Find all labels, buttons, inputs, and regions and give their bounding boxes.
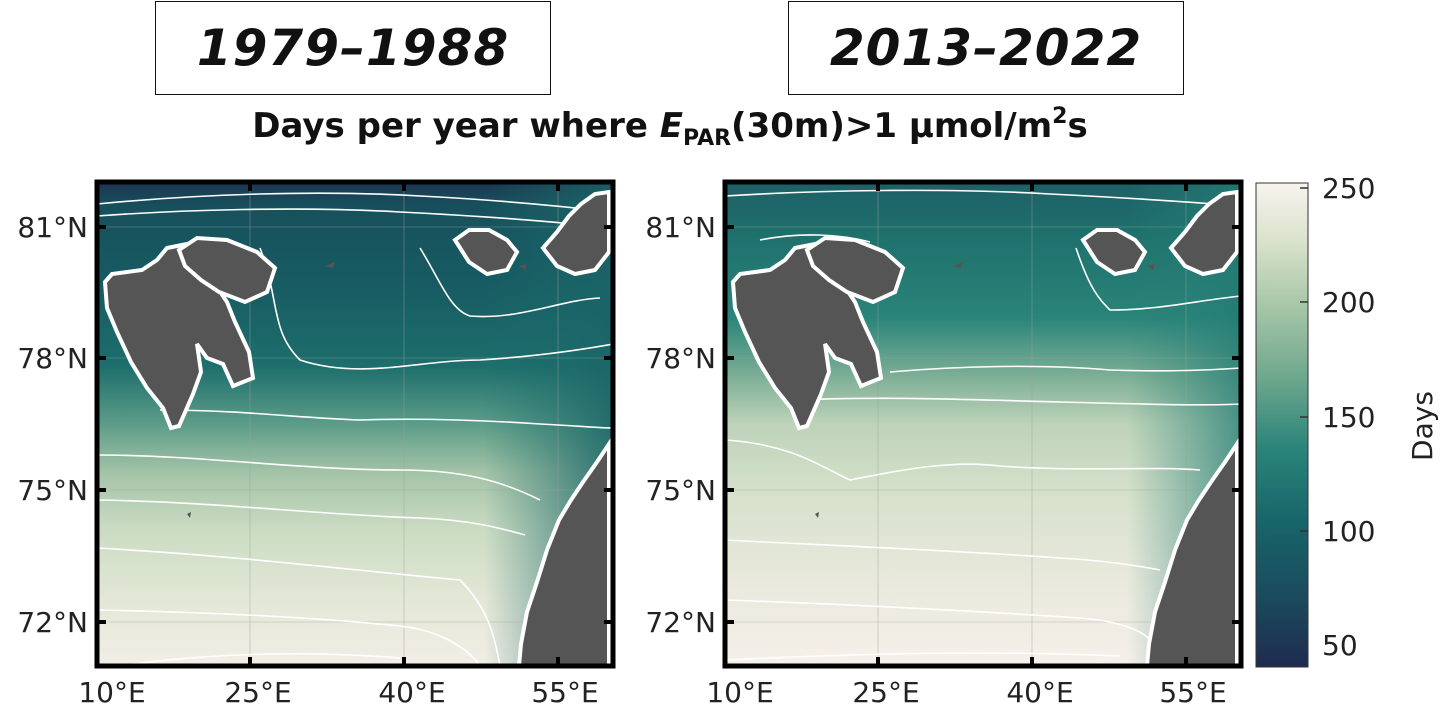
colorbar-title: Days — [1406, 391, 1439, 461]
period-box-left: 1979–1988 — [155, 1, 551, 95]
lon-label: 10°E — [78, 676, 145, 709]
lon-label: 55°E — [531, 676, 598, 709]
contours-left — [97, 192, 613, 666]
lon-labels-left: 10°E 25°E 40°E 55°E — [78, 676, 598, 709]
period-label-right: 2013–2022 — [829, 19, 1143, 77]
lon-label: 40°E — [1006, 676, 1073, 709]
title-superscript: 2 — [1052, 104, 1068, 129]
colorbar-tick: 100 — [1322, 515, 1375, 548]
lat-label: 81°N — [17, 211, 88, 244]
period-box-right: 2013–2022 — [788, 1, 1184, 95]
lat-label: 72°N — [645, 606, 716, 639]
lon-label: 10°E — [706, 676, 773, 709]
map-panel-right: 81°N 78°N 75°N 72°N 10°E 25°E 40°E 55°E — [645, 179, 1244, 709]
colorbar-gradient — [1255, 182, 1309, 668]
lat-label: 81°N — [645, 211, 716, 244]
colorbar-tick: 150 — [1322, 401, 1375, 434]
contours-right — [725, 189, 1241, 661]
lon-label: 40°E — [378, 676, 445, 709]
period-label-left: 1979–1988 — [196, 19, 510, 77]
map-frame-left — [94, 179, 616, 669]
lon-label: 25°E — [224, 676, 291, 709]
colorbar-tick: 250 — [1322, 172, 1375, 205]
lon-label: 25°E — [852, 676, 919, 709]
lon-label: 55°E — [1159, 676, 1226, 709]
colorbar-tick: 200 — [1322, 286, 1375, 319]
ticks-left — [97, 182, 613, 666]
lat-label: 72°N — [17, 606, 88, 639]
lat-label: 75°N — [17, 474, 88, 507]
lat-label: 78°N — [645, 342, 716, 375]
ticks-right — [725, 182, 1241, 666]
lon-labels-right: 10°E 25°E 40°E 55°E — [706, 676, 1226, 709]
lat-labels-right: 81°N 78°N 75°N 72°N — [645, 211, 716, 639]
lat-label: 75°N — [645, 474, 716, 507]
lat-labels-left: 81°N 78°N 75°N 72°N — [17, 211, 88, 639]
title-subscript: PAR — [682, 126, 732, 151]
title-suffix: s — [1067, 106, 1088, 146]
map-frame-right — [722, 179, 1244, 669]
colorbar-tick: 50 — [1322, 629, 1358, 662]
figure-title: Days per year where EPAR(30m)>1 µmol/m2s — [180, 104, 1160, 151]
title-symbol: E — [659, 106, 683, 146]
lat-label: 78°N — [17, 342, 88, 375]
colorbar: 250 200 150 100 50 Days — [1255, 172, 1439, 668]
map-panel-left: 81°N 78°N 75°N 72°N 10°E 25°E 40°E 55°E — [17, 179, 616, 709]
title-middle: (30m)>1 µmol/m — [731, 106, 1053, 146]
title-prefix: Days per year where — [252, 106, 660, 146]
